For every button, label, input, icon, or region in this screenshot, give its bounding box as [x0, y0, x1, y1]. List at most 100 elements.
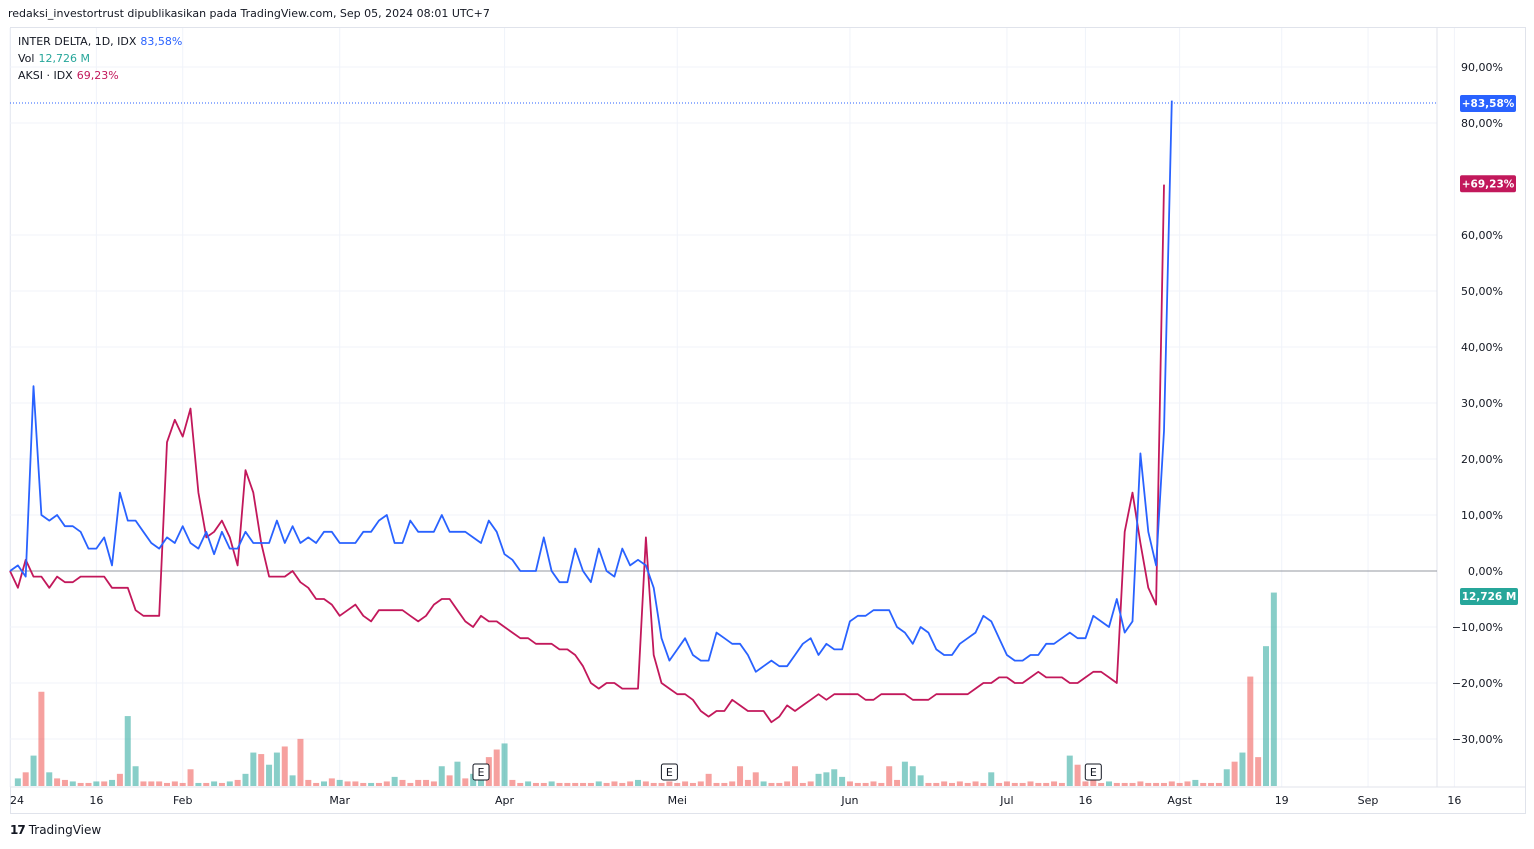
volume-bar [532, 782, 539, 786]
volume-bar [1043, 782, 1050, 786]
volume-bar [234, 779, 241, 786]
y-tick-label: 50,00% [1461, 285, 1503, 298]
volume-bar [823, 772, 830, 786]
volume-bar [776, 782, 783, 786]
volume-bar [454, 761, 461, 786]
legend-compare[interactable]: AKSI · IDX 69,23% [18, 69, 119, 82]
volume-bar [187, 769, 194, 786]
y-tick-label: 20,00% [1461, 453, 1503, 466]
x-tick-label: Apr [495, 794, 515, 807]
volume-bar [870, 781, 877, 786]
volume-bar [1129, 782, 1136, 786]
footer-brand-label: TradingView [28, 823, 102, 837]
series-line[interactable] [9, 100, 1173, 673]
y-tick-label: 40,00% [1461, 341, 1503, 354]
volume-bar [124, 716, 131, 786]
volume-bar [815, 773, 822, 786]
x-tick-label: Sep [1358, 794, 1379, 807]
y-tick-label: 30,00% [1461, 397, 1503, 410]
volume-bar [956, 781, 963, 786]
x-axis: 24 16 Feb Mar Apr Mei Jun Jul 16 Agst 19 Sep 16 [10, 794, 1461, 807]
y-tick-label: 10,00% [1461, 509, 1503, 522]
volume-bar [768, 782, 775, 786]
volume-bar [1113, 782, 1120, 786]
volume-bar [909, 766, 916, 786]
volume-bar [862, 782, 869, 786]
legend-volume-value: 12,726 M [38, 52, 90, 65]
volume-bar [760, 781, 767, 786]
legend-main-value: 83,58% [140, 35, 183, 48]
volume-bar [438, 766, 445, 786]
volume-bar [949, 782, 955, 786]
footer-brand[interactable]: 17 TradingView [10, 823, 101, 837]
volume-bar [140, 781, 147, 786]
volume-bar [721, 782, 728, 786]
volume-bar [1184, 781, 1191, 786]
volume-bar [281, 746, 288, 786]
volume-bar [273, 752, 280, 786]
volume-bar [697, 781, 704, 786]
legend-main-label: INTER DELTA, 1D, IDX [18, 35, 137, 48]
volume-bar [854, 782, 861, 786]
volume-value-tag-label: 12,726 M [1462, 591, 1517, 603]
volume-bar [321, 781, 327, 786]
volume-bar [846, 781, 853, 786]
volume-bar [799, 782, 806, 786]
x-tick-label: 16 [1078, 794, 1092, 807]
volume-bar [839, 776, 846, 786]
volume-bar [1066, 755, 1073, 786]
legend-volume[interactable]: Vol 12,726 M [18, 52, 90, 65]
volume-bar [666, 781, 673, 786]
volume-bar [595, 781, 602, 786]
volume-bar [289, 775, 296, 786]
volume-bar [1200, 782, 1207, 786]
volume-bar [1215, 782, 1222, 786]
volume-bar [218, 782, 225, 786]
volume-bar [517, 782, 524, 786]
volume-bar [148, 781, 155, 786]
volume-bar [587, 782, 594, 786]
volume-bar [14, 778, 21, 786]
volume-bar [744, 779, 751, 786]
volume-bar [933, 782, 940, 786]
volume-bar [1137, 781, 1144, 786]
volume-bar [917, 775, 924, 786]
volume-bar [1223, 769, 1230, 786]
x-tick-label: 19 [1275, 794, 1289, 807]
volume-bar [344, 781, 351, 786]
volume-bar [164, 782, 170, 786]
series-line[interactable] [9, 184, 1165, 724]
volume-bar [54, 778, 61, 786]
volume-bar [540, 782, 547, 786]
earnings-marker [660, 763, 678, 781]
volume-bar [619, 782, 626, 786]
volume-bar [297, 738, 304, 786]
volume-bar [996, 782, 1003, 786]
legend-compare-value: 69,23% [76, 69, 119, 82]
volume-bar [501, 743, 508, 786]
volume-bar [556, 782, 563, 786]
volume-bar [1247, 676, 1254, 786]
volume-bar [901, 761, 908, 786]
volume-bar [572, 782, 579, 786]
volume-bar [886, 766, 893, 786]
volume-bar [729, 781, 736, 786]
volume-bar [972, 781, 979, 786]
volume-bar [580, 782, 587, 786]
y-tick-label: 80,00% [1461, 117, 1503, 130]
volume-bar [1058, 782, 1065, 786]
volume-bar [650, 782, 657, 786]
volume-bar [1270, 592, 1277, 786]
legend-main[interactable]: INTER DELTA, 1D, IDX 83,58% [18, 35, 182, 48]
volume-bar [85, 782, 92, 786]
volume-bar [784, 781, 791, 786]
volume-bar [116, 773, 123, 786]
volume-bar [22, 772, 29, 786]
volume-bar [69, 781, 76, 786]
last-value-tag [1460, 94, 1516, 112]
volume-bar [713, 782, 720, 786]
volume-bar [1090, 779, 1097, 786]
volume-bar [635, 779, 641, 786]
volume-bar [642, 781, 649, 786]
